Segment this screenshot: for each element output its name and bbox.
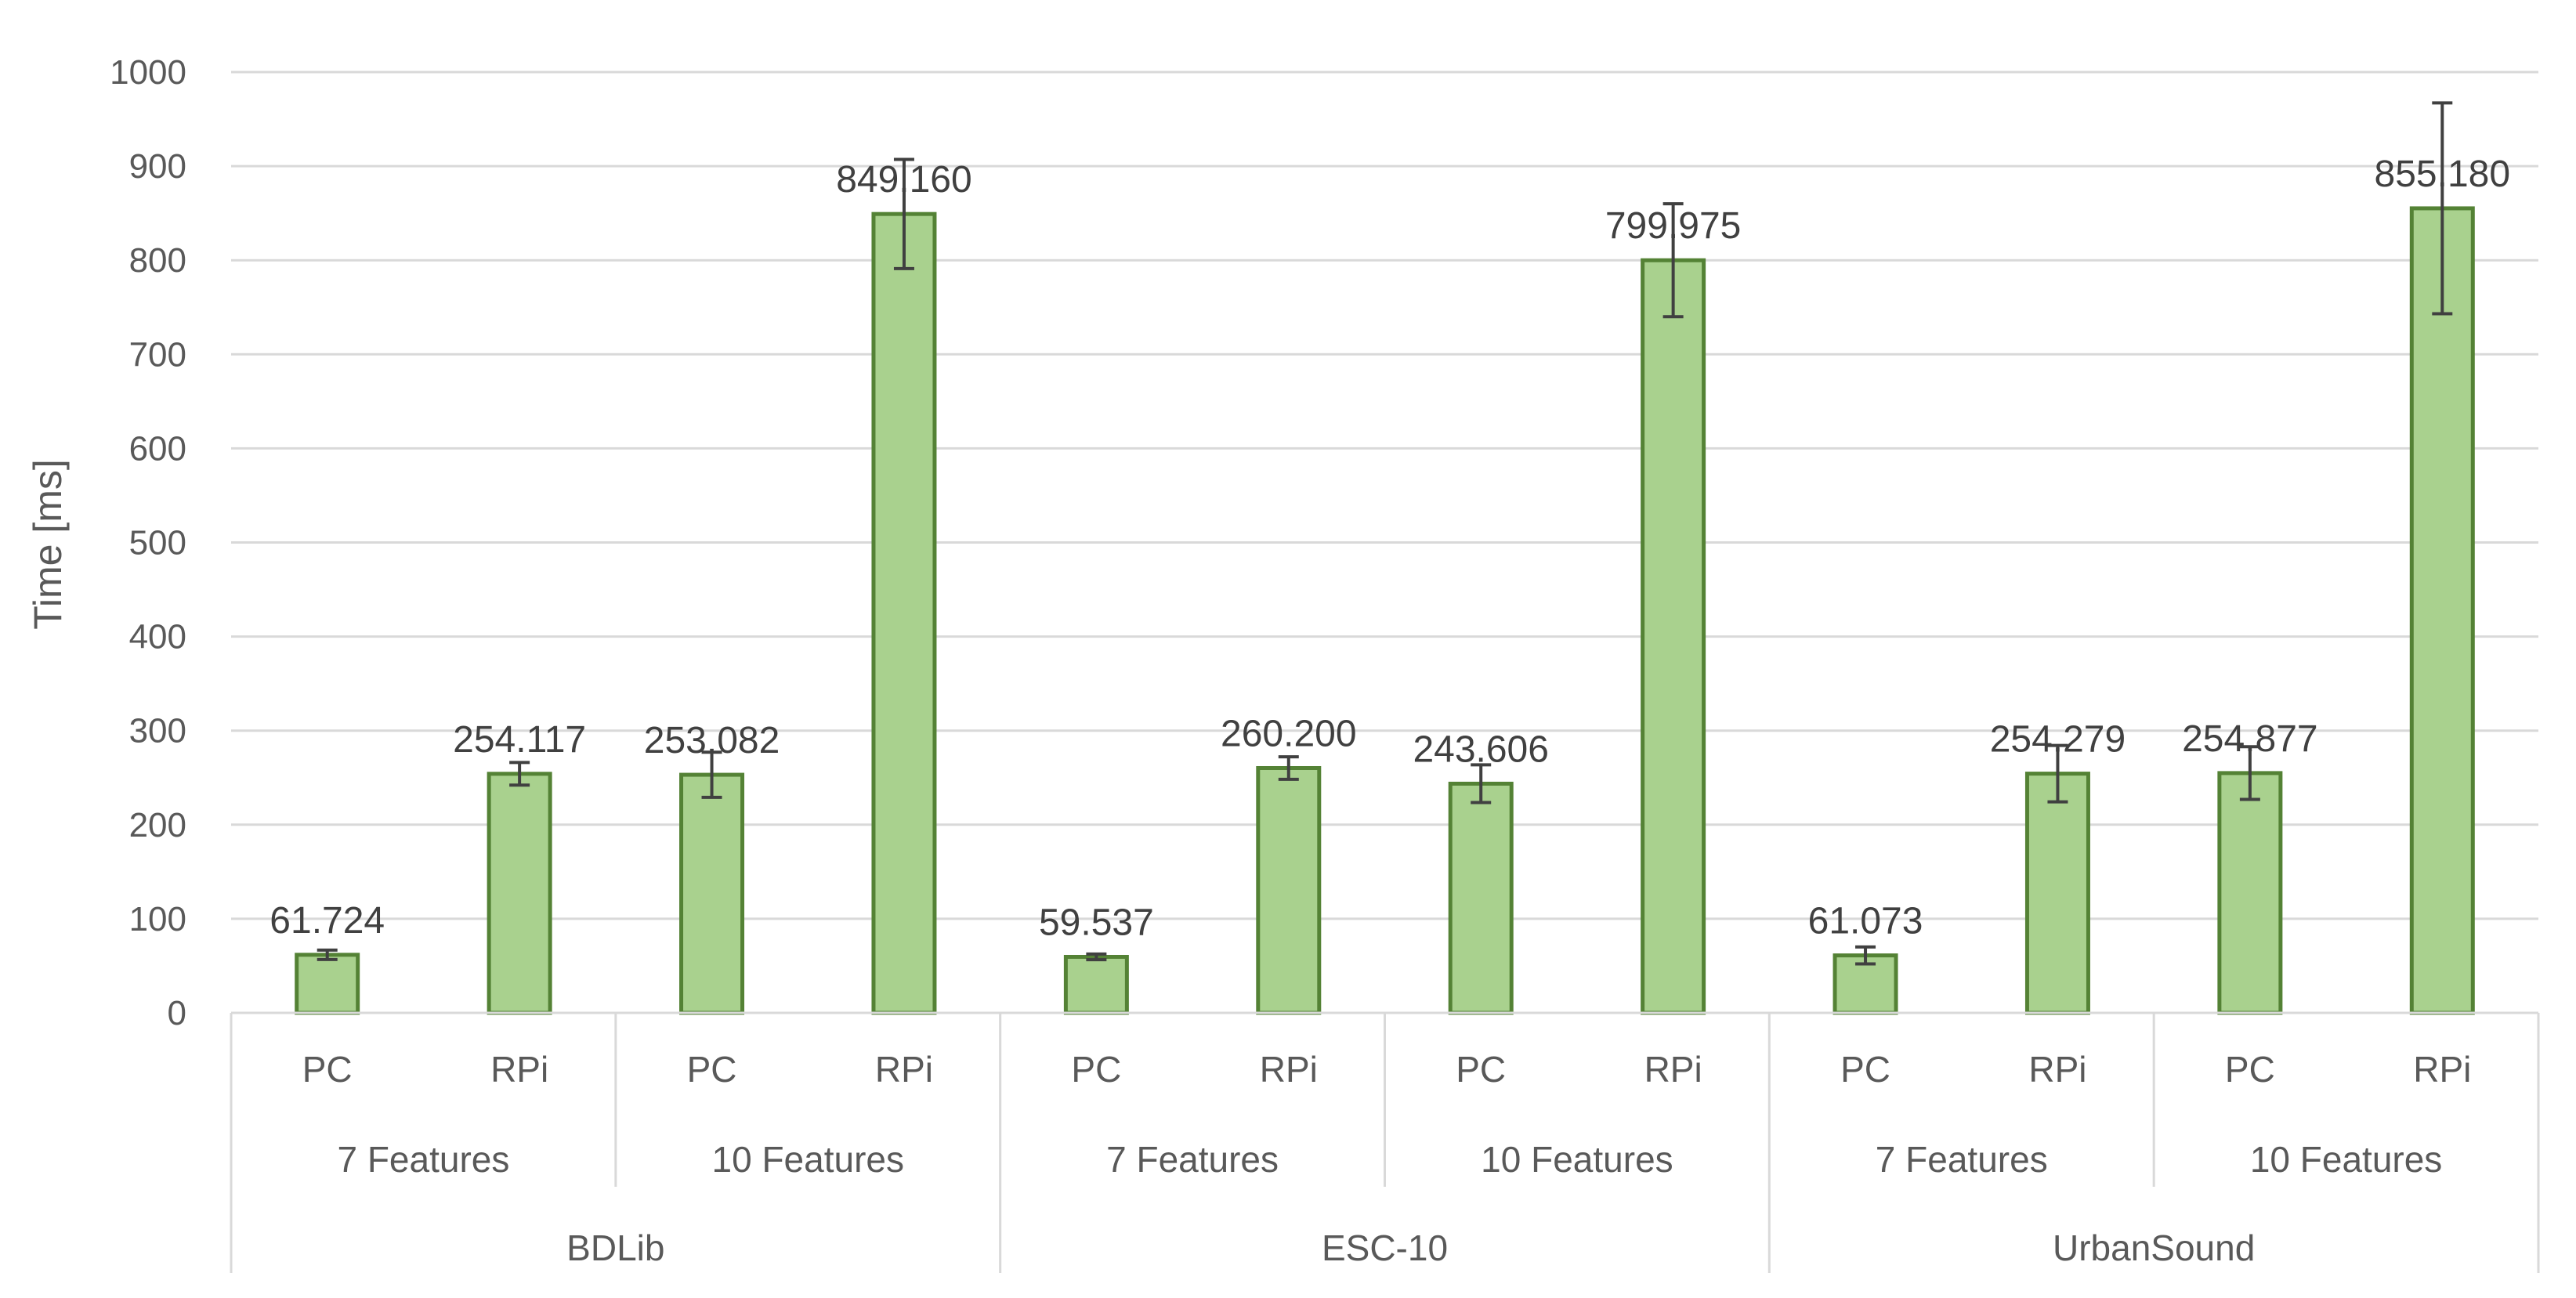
y-tick-label: 800: [129, 241, 186, 280]
x-subgroup-label: 10 Features: [712, 1139, 904, 1180]
y-tick-label: 700: [129, 335, 186, 374]
bar: [871, 212, 937, 1015]
x-category-label: PC: [1456, 1049, 1506, 1090]
x-category-label: PC: [1071, 1049, 1121, 1090]
x-subgroup-label: 10 Features: [1481, 1139, 1673, 1180]
x-category-label: RPi: [490, 1049, 548, 1090]
data-label: 61.724: [270, 900, 385, 942]
x-axis: PC RPi PC RPi PC RPi PC RPi PC RPi PC RPi 7 Features…: [230, 1011, 2540, 1273]
bars: [295, 206, 2475, 1015]
y-tick-label: 600: [129, 429, 186, 468]
y-tick-label: 100: [129, 900, 186, 938]
x-subgroup-label: 7 Features: [337, 1139, 509, 1180]
y-tick-label: 200: [129, 806, 186, 844]
data-label: 253.082: [644, 720, 780, 761]
x-group-label: UrbanSound: [2053, 1227, 2255, 1268]
data-labels: 61.724 254.117 253.082 849.160 59.537 260.200…: [270, 154, 2510, 944]
bar: [679, 772, 745, 1015]
x-category-label: RPi: [1260, 1049, 1318, 1090]
y-tick-label: 300: [129, 712, 186, 750]
y-tick-label: 400: [129, 618, 186, 656]
x-category-label: PC: [302, 1049, 353, 1090]
x-category-label: RPi: [2413, 1049, 2471, 1090]
x-category-label: RPi: [2028, 1049, 2086, 1090]
x-group-label: ESC-10: [1322, 1227, 1448, 1268]
data-label: 254.279: [1990, 719, 2126, 761]
bar: [295, 953, 360, 1015]
error-bars: [317, 101, 2453, 966]
gridlines: [231, 71, 2538, 920]
x-subgroup-label: 7 Features: [1876, 1139, 2048, 1180]
data-label: 849.160: [836, 159, 972, 201]
bar: [1063, 954, 1129, 1015]
y-axis-label: Time [ms]: [26, 459, 70, 630]
x-subgroup-label: 7 Features: [1106, 1139, 1279, 1180]
y-tick-label: 500: [129, 524, 186, 562]
bar: [487, 772, 552, 1015]
x-category-label: PC: [687, 1049, 737, 1090]
x-subgroup-label: 10 Features: [2250, 1139, 2442, 1180]
data-label: 260.200: [1221, 713, 1357, 754]
data-label: 254.877: [2182, 718, 2318, 760]
x-category-label: PC: [2225, 1049, 2275, 1090]
y-tick-label: 1000: [110, 53, 186, 92]
data-label: 243.606: [1413, 729, 1549, 770]
x-category-label: PC: [1840, 1049, 1890, 1090]
data-label: 59.537: [1039, 902, 1154, 943]
data-label: 799.975: [1605, 205, 1742, 247]
x-category-label: RPi: [875, 1049, 933, 1090]
y-axis-ticks: 0 100 200 300 400 500 600 700 800 900 1000: [110, 53, 186, 1032]
x-category-label: RPi: [1644, 1049, 1702, 1090]
x-group-label: BDLib: [566, 1227, 664, 1268]
y-tick-label: 900: [129, 147, 186, 186]
bar: [1256, 765, 1322, 1015]
bar: [1448, 781, 1514, 1015]
bar: [1641, 258, 1706, 1015]
data-label: 855.180: [2375, 154, 2511, 195]
data-label: 254.117: [453, 719, 586, 761]
y-tick-label: 0: [168, 994, 186, 1032]
bar: [2409, 206, 2475, 1015]
bar: [2217, 771, 2283, 1015]
data-label: 61.073: [1808, 901, 1923, 942]
bar: [2024, 772, 2090, 1015]
